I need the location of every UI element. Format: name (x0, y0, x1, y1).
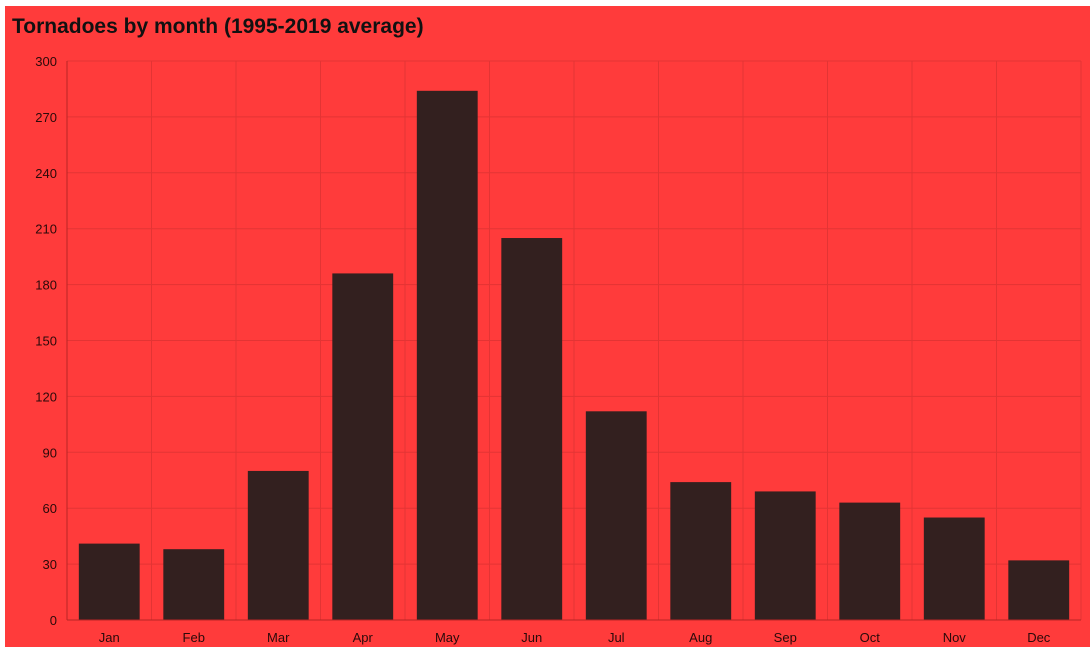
x-tick-label: Sep (774, 630, 797, 645)
y-tick-label: 240 (35, 166, 57, 181)
x-axis-tick-labels: Jan Feb Mar Apr May Jun Jul Aug Sep Oct Nov Dec (99, 630, 1051, 645)
y-tick-label: 180 (35, 278, 57, 293)
y-tick-label: 300 (35, 54, 57, 69)
bar-nov (923, 517, 985, 620)
x-tick-label: Nov (943, 630, 967, 645)
x-tick-label: Oct (860, 630, 881, 645)
x-tick-label: Jan (99, 630, 120, 645)
bar-mar (247, 470, 309, 620)
y-tick-label: 30 (43, 557, 57, 572)
x-tick-label: May (435, 630, 460, 645)
x-tick-label: Jun (521, 630, 542, 645)
bar-apr (332, 273, 394, 620)
chart-title: Tornadoes by month (1995-2019 average) (12, 15, 424, 38)
bar-aug (670, 482, 732, 620)
y-tick-label: 270 (35, 110, 57, 125)
y-tick-label: 60 (43, 501, 57, 516)
x-tick-label: Dec (1027, 630, 1051, 645)
x-tick-label: Mar (267, 630, 290, 645)
y-tick-label: 90 (43, 445, 57, 460)
x-tick-label: Apr (353, 630, 374, 645)
bar-jun (501, 238, 563, 620)
chart-container: Tornadoes by month (1995-2019 average) 0… (5, 6, 1090, 647)
bars (78, 90, 1070, 620)
y-tick-label: 0 (50, 613, 57, 628)
bar-feb (163, 549, 225, 620)
bar-sep (754, 491, 816, 620)
y-tick-label: 120 (35, 389, 57, 404)
x-tick-label: Jul (608, 630, 625, 645)
bar-jul (585, 411, 647, 620)
bar-may (416, 90, 478, 620)
bar-dec (1008, 560, 1070, 620)
y-axis-tick-labels: 0 30 60 90 120 150 180 210 240 270 300 (35, 54, 57, 628)
x-tick-label: Feb (183, 630, 205, 645)
gridlines (66, 60, 1082, 621)
y-tick-label: 150 (35, 334, 57, 349)
bar-jan (78, 543, 140, 620)
bar-chart: Tornadoes by month (1995-2019 average) 0… (5, 6, 1090, 647)
y-tick-label: 210 (35, 222, 57, 237)
x-tick-label: Aug (689, 630, 712, 645)
axes (66, 61, 1081, 621)
bar-oct (839, 502, 901, 620)
